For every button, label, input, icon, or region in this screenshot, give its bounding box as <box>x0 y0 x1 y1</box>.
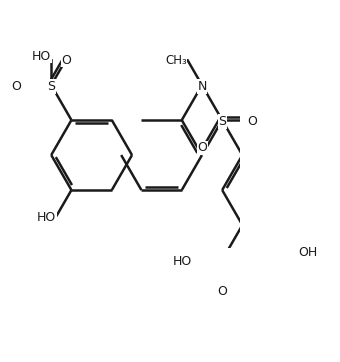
Text: N: N <box>197 80 207 93</box>
Text: O: O <box>62 54 71 67</box>
Text: O: O <box>217 285 227 298</box>
Text: O: O <box>248 115 257 128</box>
Text: CH₃: CH₃ <box>165 54 187 67</box>
Text: OH: OH <box>298 246 317 259</box>
Text: S: S <box>47 80 55 93</box>
Text: S: S <box>218 115 226 128</box>
Text: O: O <box>11 80 21 93</box>
Text: O: O <box>197 141 207 154</box>
Text: HO: HO <box>32 50 51 63</box>
Text: HO: HO <box>37 211 56 224</box>
Text: HO: HO <box>173 255 192 268</box>
